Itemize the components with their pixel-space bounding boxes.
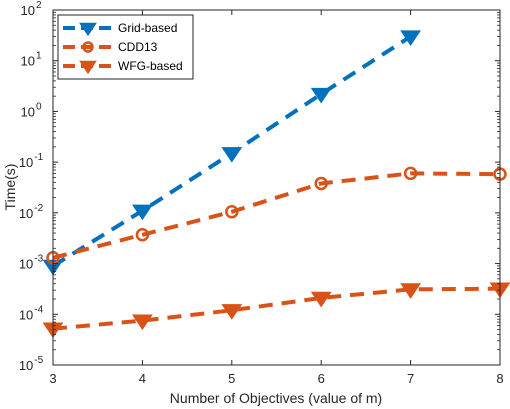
legend-marker <box>82 41 94 53</box>
y-tick-exponent: -3 <box>34 254 43 265</box>
legend-marker <box>79 60 97 75</box>
y-tick-exponent: 2 <box>36 0 42 11</box>
data-point <box>314 176 328 191</box>
y-tick-exponent: -5 <box>34 355 43 366</box>
y-tick-label: 101 <box>20 51 41 69</box>
x-tick-label: 4 <box>139 371 146 386</box>
series-cdd13 <box>46 166 507 265</box>
x-tick-label: 7 <box>407 371 414 386</box>
data-point <box>310 291 332 308</box>
y-tick-label: 10-2 <box>19 203 44 221</box>
legend-marker <box>79 22 97 37</box>
data-point <box>135 228 150 242</box>
data-point <box>221 304 243 320</box>
y-tick-label: 10-4 <box>19 304 44 322</box>
legend-label: WFG-based <box>118 59 183 73</box>
data-point <box>221 147 243 163</box>
y-tick-exponent: -1 <box>34 152 43 163</box>
y-axis-label: Time(s) <box>2 164 18 211</box>
data-point <box>225 205 239 219</box>
y-tick-label: 10-1 <box>19 152 44 170</box>
series-line <box>52 171 501 260</box>
legend: Grid-based CDD13 WFG-based <box>57 14 194 80</box>
y-tick-exponent: 1 <box>36 51 42 62</box>
y-tick-exponent: -2 <box>34 203 43 214</box>
x-axis-label: Number of Objectives (value of m) <box>170 390 382 406</box>
y-tick-label: 10-3 <box>19 254 44 272</box>
plot-frame <box>52 9 501 366</box>
x-tick-label: 5 <box>228 371 235 386</box>
y-tick-label: 100 <box>20 101 41 119</box>
legend-label: Grid-based <box>118 21 177 35</box>
data-point <box>131 314 153 331</box>
y-tick-label: 102 <box>20 0 41 18</box>
legend-label: CDD13 <box>118 40 158 54</box>
y-tick-exponent: -4 <box>34 304 43 315</box>
x-tick-label: 3 <box>49 371 56 386</box>
series-line <box>52 286 501 331</box>
y-tick-exponent: 0 <box>36 101 42 112</box>
data-point <box>310 87 332 104</box>
x-tick-label: 8 <box>496 371 503 386</box>
data-point <box>400 283 422 299</box>
x-tick-label: 6 <box>318 371 325 386</box>
legend-box <box>57 14 194 80</box>
y-tick-label: 10-5 <box>19 355 44 373</box>
data-point <box>131 204 153 221</box>
data-point <box>403 166 418 181</box>
data-point <box>400 30 422 46</box>
